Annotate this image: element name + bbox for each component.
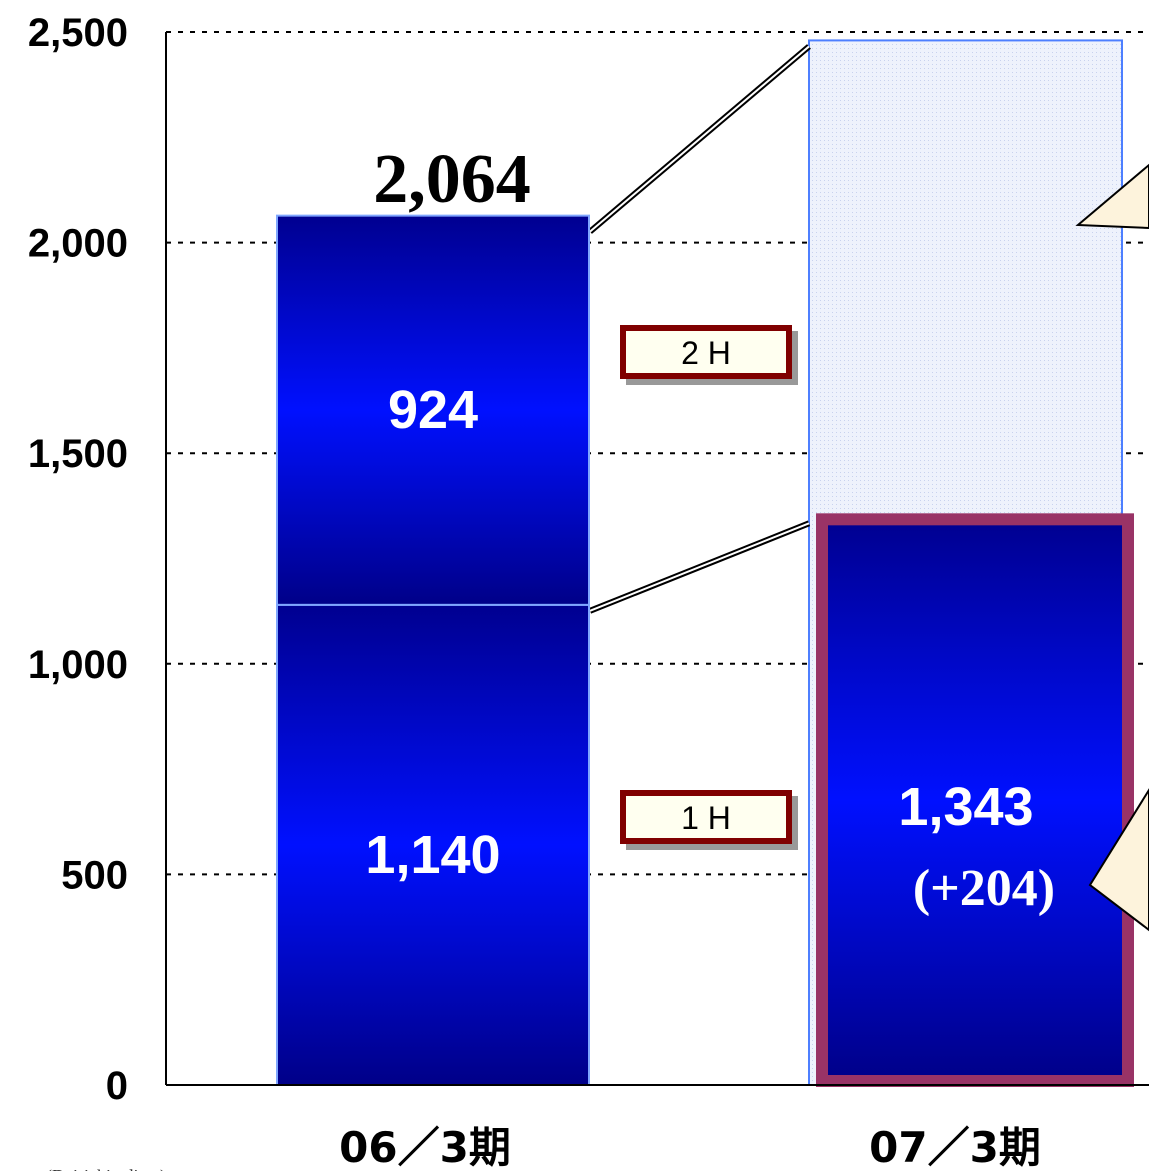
tag-2h: 2 H bbox=[620, 325, 798, 385]
y-tick-label: 1,000 bbox=[28, 643, 128, 687]
y-tick-label: 2,500 bbox=[28, 11, 128, 55]
callout-lower bbox=[1088, 788, 1149, 932]
x-category-label: 06／3期 bbox=[339, 1123, 511, 1171]
bar-2h-06 bbox=[276, 214, 590, 606]
x-category-label: 07／3期 bbox=[869, 1123, 1041, 1171]
axes: 0 500 1,000 1,500 2,000 2,500 bbox=[28, 11, 1149, 1108]
y-tick-label: 0 bbox=[106, 1064, 128, 1108]
callouts bbox=[1075, 163, 1149, 932]
connector-line-inner bbox=[589, 522, 810, 612]
tag-label: 1 H bbox=[681, 800, 731, 836]
y-tick-label: 500 bbox=[61, 853, 128, 897]
footnote: (Dai-ichi...dia...) bbox=[46, 1166, 166, 1171]
connector-line-inner bbox=[589, 45, 810, 233]
bar-1h-07 bbox=[816, 513, 1134, 1087]
labels: 924 1,140 1,343 (+204) 2,064 06／3期 07／3期 (Dai-i… bbox=[46, 141, 1055, 1171]
total-label-06: 2,064 bbox=[373, 141, 531, 218]
tag-1h: 1 H bbox=[620, 790, 798, 850]
tag-label: 2 H bbox=[681, 335, 731, 371]
segment-label-1h-07: 1,343 bbox=[898, 777, 1033, 837]
legend-tags: 2 H 1 H bbox=[620, 325, 798, 850]
tag-fill bbox=[626, 796, 786, 838]
segment-label-1h-06: 1,140 bbox=[365, 825, 500, 885]
bars bbox=[276, 214, 1134, 1087]
segment-label-2h-06: 924 bbox=[388, 380, 478, 440]
y-tick-label: 1,500 bbox=[28, 432, 128, 476]
callout-upper bbox=[1075, 163, 1149, 230]
delta-label: (+204) bbox=[913, 860, 1055, 917]
y-tick-label: 2,000 bbox=[28, 222, 128, 266]
tag-fill bbox=[626, 331, 786, 373]
connector-lines bbox=[588, 44, 811, 614]
